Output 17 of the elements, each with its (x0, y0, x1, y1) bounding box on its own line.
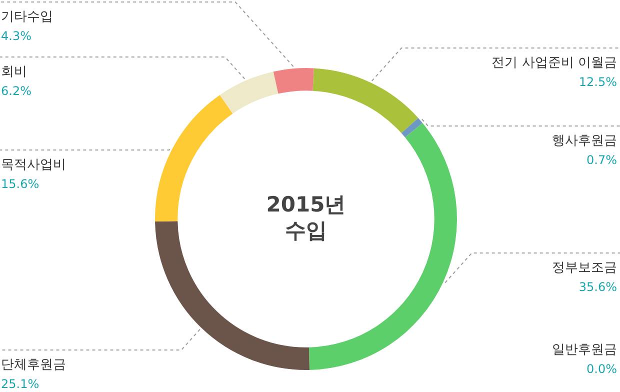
data-label: 4.3% (1, 29, 32, 44)
slice-label: 행사후원금 (552, 133, 617, 148)
slice-label: 목적사업비 (1, 157, 66, 172)
slice-label: 정부보조금 (552, 260, 617, 276)
text: 0.0% (586, 362, 617, 376)
data-label: 0.7% (586, 153, 617, 168)
data-label: 35.6% (578, 280, 617, 294)
slice-label: 단체후원금 (1, 357, 66, 372)
slice-label: 회비 (1, 64, 27, 80)
slice-label: 기타수입 (1, 9, 53, 24)
category-label: 일반후원금 (552, 342, 617, 358)
data-label: 15.6% (1, 177, 40, 192)
data-label: 12.5% (578, 75, 617, 90)
data-label: 25.1% (1, 377, 40, 392)
text: 2015년 수입 (266, 192, 346, 242)
slice-label: 전기 사업준비 이월금 (492, 55, 617, 70)
data-label: 6.2% (1, 84, 32, 98)
